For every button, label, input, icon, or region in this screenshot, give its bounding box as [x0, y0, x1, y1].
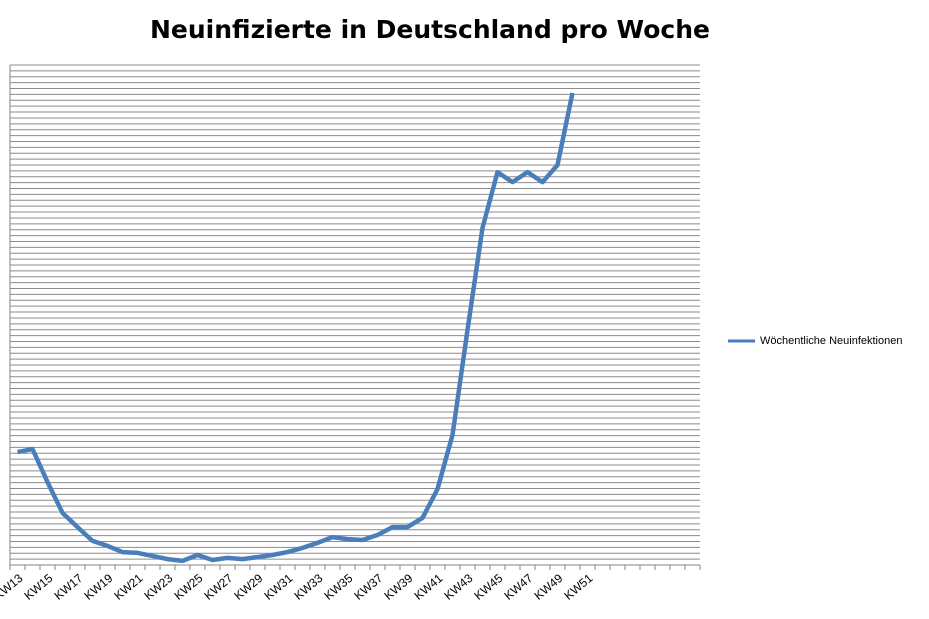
chart-title: Neuinfizierte in Deutschland pro Woche: [150, 15, 710, 44]
data-line: [17, 92, 575, 564]
legend-label: Wöchentliche Neuinfektionen: [760, 335, 902, 347]
